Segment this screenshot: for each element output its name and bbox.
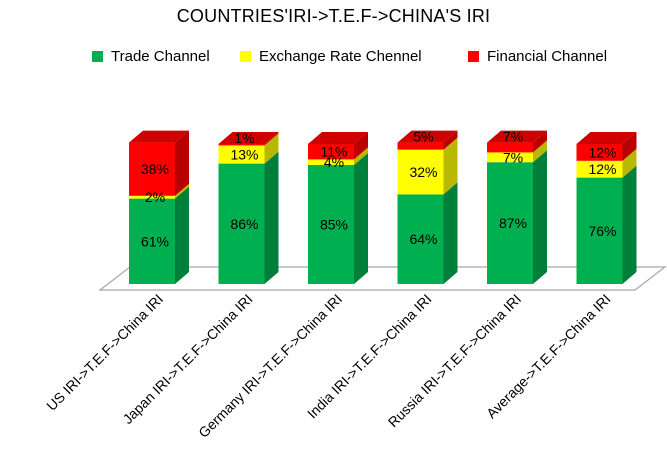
data-label-financial-channel-0: 38% [141, 161, 169, 177]
bar-side-financial-channel-1 [264, 132, 279, 146]
bar-segment-exchange-rate-chennel-5 [576, 160, 623, 178]
bar-segment-exchange-rate-chennel-3 [397, 149, 444, 195]
bar-side-exchange-rate-chennel-1 [264, 133, 279, 164]
bar-side-financial-channel-2 [354, 132, 368, 160]
data-label-financial-channel-4: 7% [503, 129, 523, 145]
bar-segment-trade-channel-4 [487, 162, 533, 284]
chart-title: COUNTRIES'IRI->T.E.F->CHINA'S IRI [176, 6, 491, 26]
bar-side-financial-channel-5 [622, 132, 637, 161]
category-label-2: Germany IRI->T.E.F->China IRI [195, 291, 345, 441]
bar-top-3 [397, 130, 458, 143]
bar-segment-trade-channel-1 [218, 163, 265, 284]
data-label-exchange-rate-chennel-0: 2% [145, 189, 165, 205]
bar-top-2 [308, 132, 368, 144]
data-label-financial-channel-3: 5% [413, 129, 433, 145]
bar-top-4 [487, 130, 547, 143]
legend-label-trade-channel: Trade Channel [111, 47, 210, 65]
bar-top-5 [576, 132, 637, 144]
bar-segment-exchange-rate-chennel-1 [218, 145, 265, 164]
data-label-financial-channel-5: 12% [588, 144, 616, 160]
data-label-exchange-rate-chennel-1: 13% [230, 147, 258, 163]
bar-segment-financial-channel-1 [218, 144, 265, 146]
bar-side-exchange-rate-chennel-0 [175, 183, 189, 199]
legend-item-financial-channel: Financial Channel [468, 45, 607, 67]
bar-side-trade-channel-5 [622, 165, 637, 284]
data-label-exchange-rate-chennel-3: 32% [409, 164, 437, 180]
bar-segment-financial-channel-0 [129, 142, 175, 196]
data-label-trade-channel-5: 76% [588, 223, 616, 239]
data-label-trade-channel-0: 61% [141, 233, 169, 249]
bar-side-trade-channel-3 [443, 182, 458, 284]
bar-side-trade-channel-1 [264, 151, 279, 284]
bar-segment-financial-channel-5 [576, 144, 623, 161]
legend-item-exchange-rate-channel: Exchange Rate Chennel [240, 45, 422, 67]
bar-segment-exchange-rate-chennel-4 [487, 152, 533, 163]
legend-swatch-trade-channel [92, 50, 103, 62]
bar-side-financial-channel-3 [443, 130, 458, 150]
bar-segment-financial-channel-3 [397, 142, 444, 150]
legend-swatch-exchange-rate-channel [240, 50, 251, 62]
legend-swatch-financial-channel [468, 50, 479, 62]
bar-segment-trade-channel-5 [576, 177, 623, 284]
bar-side-exchange-rate-chennel-4 [533, 140, 547, 163]
data-label-trade-channel-4: 87% [499, 215, 527, 231]
legend: Trade Channel Exchange Rate Chennel Fina… [0, 45, 667, 67]
bar-top-1 [218, 132, 279, 144]
bar-top-0 [129, 130, 189, 143]
data-label-financial-channel-2: 11% [321, 144, 348, 160]
bar-segment-financial-channel-4 [487, 142, 533, 153]
data-label-trade-channel-2: 85% [320, 217, 348, 233]
data-label-exchange-rate-chennel-2: 4% [324, 154, 344, 170]
bar-side-trade-channel-2 [354, 153, 368, 284]
data-label-exchange-rate-chennel-5: 12% [588, 161, 616, 177]
data-label-trade-channel-3: 64% [409, 231, 437, 247]
bar-side-financial-channel-0 [175, 130, 189, 196]
bar-segment-financial-channel-2 [308, 144, 354, 160]
data-label-financial-channel-1: 1% [234, 130, 254, 146]
bar-side-trade-channel-0 [175, 186, 189, 284]
data-label-trade-channel-1: 86% [230, 216, 258, 232]
bar-side-exchange-rate-chennel-3 [443, 137, 458, 195]
legend-label-financial-channel: Financial Channel [487, 47, 608, 65]
bar-segment-trade-channel-3 [397, 194, 444, 284]
bar-side-exchange-rate-chennel-5 [622, 148, 637, 178]
legend-label-exchange-rate-channel: Exchange Rate Chennel [259, 47, 422, 65]
bar-segment-exchange-rate-chennel-2 [308, 159, 354, 165]
bar-segment-exchange-rate-chennel-0 [129, 195, 175, 199]
bar-side-trade-channel-4 [533, 150, 547, 284]
bar-side-exchange-rate-chennel-2 [354, 147, 368, 165]
bar-side-financial-channel-4 [533, 130, 547, 153]
bar-segment-trade-channel-2 [308, 165, 354, 284]
data-label-exchange-rate-chennel-4: 7% [503, 149, 523, 165]
legend-item-trade-channel: Trade Channel [92, 45, 210, 67]
bar-segment-trade-channel-0 [129, 198, 175, 284]
